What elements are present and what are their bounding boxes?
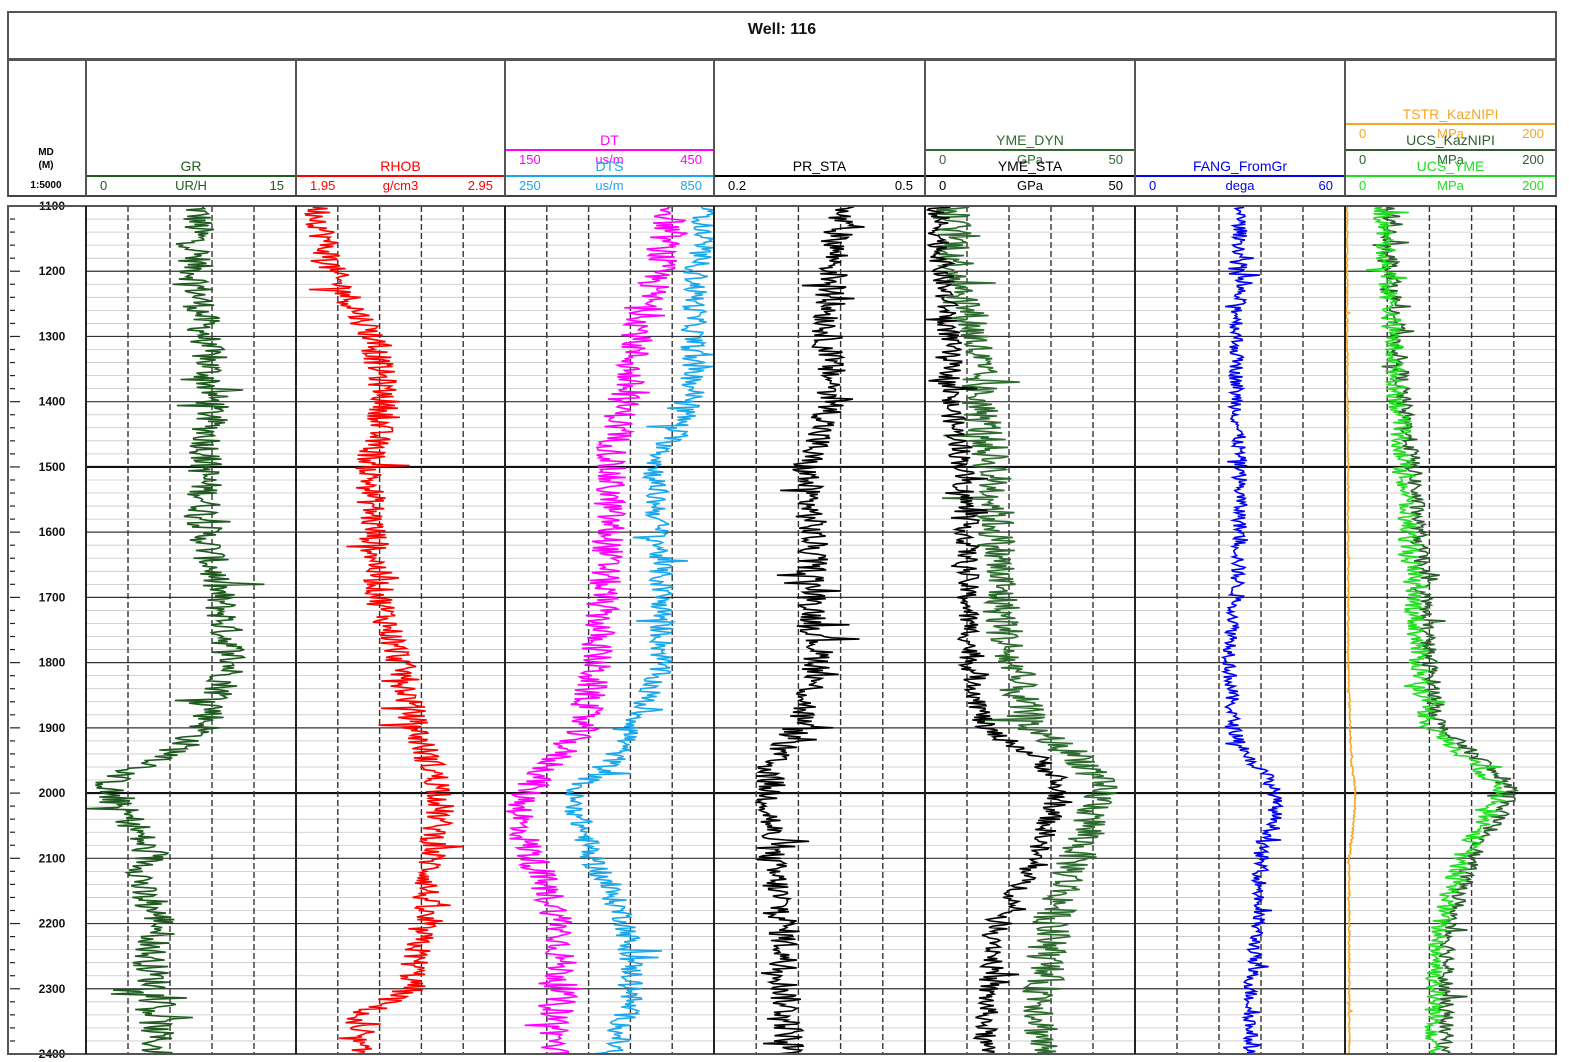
curve-ucs_yme xyxy=(1366,205,1506,1055)
curve-name-pr_sta: PR_STA xyxy=(793,158,847,174)
track-headers: GR 0 UR/H 15 RHOB 1.95 g/cm3 2.95 DT 150 us/m 450 DT… xyxy=(86,106,1556,193)
scale-max: 200 xyxy=(1522,178,1544,193)
curve-name-rhob: RHOB xyxy=(380,158,420,174)
depth-tick-label: 1200 xyxy=(39,264,66,278)
curve-pr_sta xyxy=(754,205,865,1055)
scale-min: 0 xyxy=(1359,152,1366,167)
curve-name-gr: GR xyxy=(181,158,202,174)
log-curves xyxy=(86,205,1520,1055)
scale-min: 0 xyxy=(1359,126,1366,141)
scale-min: 150 xyxy=(519,152,541,167)
scale-min: 0 xyxy=(939,152,946,167)
depth-axis: 1100120013001400150016001700180019002000… xyxy=(10,199,66,1061)
curve-name-fang_fromgr: FANG_FromGr xyxy=(1193,158,1287,174)
scale-unit: us/m xyxy=(595,178,623,193)
scale-unit: GPa xyxy=(1017,178,1044,193)
curve-yme_dyn xyxy=(932,205,1118,1055)
depth-tick-label: 2100 xyxy=(39,851,66,865)
depth-header-label: MD xyxy=(38,147,54,158)
scale-max: 850 xyxy=(680,178,702,193)
scale-max: 450 xyxy=(680,152,702,167)
scale-min: 0 xyxy=(1149,178,1156,193)
scale-unit: us/m xyxy=(595,152,623,167)
depth-tick-label: 2300 xyxy=(39,982,66,996)
scale-max: 2.95 xyxy=(468,178,493,193)
curve-name-dts: DTS xyxy=(596,158,624,174)
chart-title: Well: 116 xyxy=(748,21,816,38)
depth-tick-label: 1500 xyxy=(39,460,66,474)
curve-name-yme_sta: YME_STA xyxy=(998,158,1063,174)
scale-min: 0 xyxy=(1359,178,1366,193)
curve-dt xyxy=(506,205,688,1055)
scale-min: 250 xyxy=(519,178,541,193)
scale-min: 0.2 xyxy=(728,178,746,193)
scale-unit: MPa xyxy=(1437,152,1465,167)
scale-unit: UR/H xyxy=(175,178,207,193)
depth-tick-label: 1300 xyxy=(39,329,66,343)
depth-tick-label: 2000 xyxy=(39,786,66,800)
depth-tick-label: 1900 xyxy=(39,721,66,735)
depth-header-scale: 1:5000 xyxy=(30,180,62,191)
scale-unit: dega xyxy=(1226,178,1256,193)
curve-rhob xyxy=(304,205,463,1055)
scale-max: 200 xyxy=(1522,126,1544,141)
curve-gr xyxy=(86,205,265,1055)
depth-tick-label: 1800 xyxy=(39,656,66,670)
curve-name-ucs_yme: UCS_YME xyxy=(1417,158,1485,174)
track-frames xyxy=(7,60,1557,1055)
title-box xyxy=(7,11,1557,60)
curve-name-ucs_kaznipi: UCS_KazNIPI xyxy=(1406,132,1495,148)
scale-max: 15 xyxy=(270,178,284,193)
curve-name-dt: DT xyxy=(600,132,619,148)
scale-unit: GPa xyxy=(1017,152,1044,167)
scale-unit: MPa xyxy=(1437,178,1465,193)
scale-min: 0 xyxy=(939,178,946,193)
scale-unit: MPa xyxy=(1437,126,1465,141)
grid-lines xyxy=(86,205,1556,1055)
header-box xyxy=(7,59,1557,197)
curve-yme_sta xyxy=(925,205,1073,1055)
scale-max: 50 xyxy=(1109,152,1123,167)
scale-unit: g/cm3 xyxy=(383,178,418,193)
depth-tick-label: 2200 xyxy=(39,917,66,931)
curve-tstr_kaznipi xyxy=(1345,205,1357,1055)
scale-max: 60 xyxy=(1319,178,1333,193)
curve-name-tstr_kaznipi: TSTR_KazNIPI xyxy=(1403,106,1499,122)
depth-tick-label: 1600 xyxy=(39,525,66,539)
scale-max: 0.5 xyxy=(895,178,913,193)
depth-tick-label: 1700 xyxy=(39,590,66,604)
scale-max: 200 xyxy=(1522,152,1544,167)
curve-fang_fromgr xyxy=(1220,205,1284,1055)
curve-name-yme_dyn: YME_DYN xyxy=(996,132,1064,148)
scale-min: 1.95 xyxy=(310,178,335,193)
curve-ucs_kaznipi xyxy=(1372,205,1520,1055)
scale-max: 50 xyxy=(1109,178,1123,193)
depth-header-unit: (M) xyxy=(39,160,54,171)
scale-min: 0 xyxy=(100,178,107,193)
curve-dts xyxy=(564,205,714,1055)
depth-tick-label: 1400 xyxy=(39,395,66,409)
